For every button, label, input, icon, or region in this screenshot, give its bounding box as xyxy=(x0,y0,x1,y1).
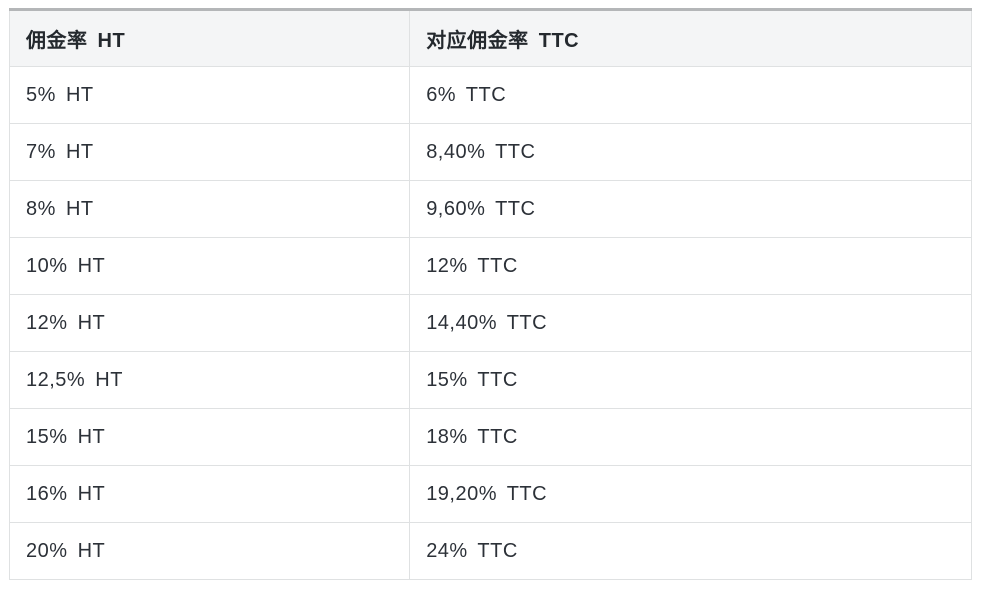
cell-ttc: 12% TTC xyxy=(409,237,972,295)
cell-ttc: 18% TTC xyxy=(409,408,972,466)
table-row: 20% HT 24% TTC xyxy=(8,522,972,580)
cell-ttc: 6% TTC xyxy=(409,66,972,124)
cell-ht: 12,5% HT xyxy=(8,351,411,409)
table-row: 8% HT 9,60% TTC xyxy=(8,180,972,238)
table-row: 7% HT 8,40% TTC xyxy=(8,123,972,181)
cell-ht: 15% HT xyxy=(8,408,411,466)
table-row: 5% HT 6% TTC xyxy=(8,66,972,124)
cell-ht: 20% HT xyxy=(8,522,411,580)
table-row: 10% HT 12% TTC xyxy=(8,237,972,295)
commission-table-container: 佣金率 HT 对应佣金率 TTC 5% HT 6% TTC 7% HT 8,40… xyxy=(8,8,972,580)
cell-ht: 8% HT xyxy=(8,180,411,238)
cell-ttc: 24% TTC xyxy=(409,522,972,580)
cell-ht: 16% HT xyxy=(8,465,411,523)
cell-ttc: 19,20% TTC xyxy=(409,465,972,523)
table-header-ttc: 对应佣金率 TTC xyxy=(409,9,972,67)
commission-rate-table: 佣金率 HT 对应佣金率 TTC 5% HT 6% TTC 7% HT 8,40… xyxy=(8,8,972,580)
cell-ttc: 9,60% TTC xyxy=(409,180,972,238)
cell-ttc: 8,40% TTC xyxy=(409,123,972,181)
table-row: 12,5% HT 15% TTC xyxy=(8,351,972,409)
table-header-ht: 佣金率 HT xyxy=(8,9,411,67)
table-row: 16% HT 19,20% TTC xyxy=(8,465,972,523)
table-row: 15% HT 18% TTC xyxy=(8,408,972,466)
cell-ttc: 14,40% TTC xyxy=(409,294,972,352)
cell-ttc: 15% TTC xyxy=(409,351,972,409)
cell-ht: 5% HT xyxy=(8,66,411,124)
cell-ht: 10% HT xyxy=(8,237,411,295)
table-header-row: 佣金率 HT 对应佣金率 TTC xyxy=(8,9,972,67)
cell-ht: 12% HT xyxy=(8,294,411,352)
table-row: 12% HT 14,40% TTC xyxy=(8,294,972,352)
cell-ht: 7% HT xyxy=(8,123,411,181)
